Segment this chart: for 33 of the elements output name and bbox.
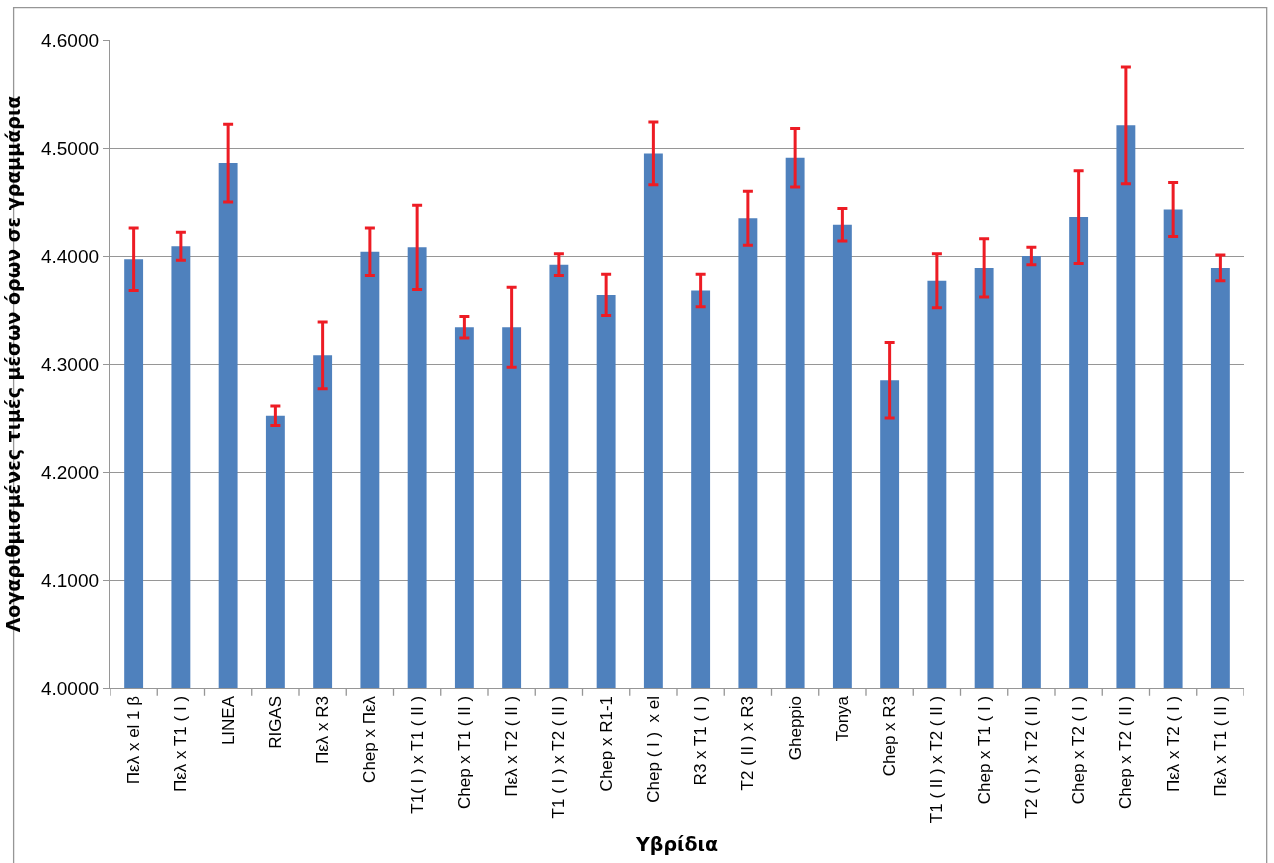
x-tick-label: R3 x T1 ( I ) [691, 695, 711, 786]
x-tick-label: Chep x T1 ( I ) [974, 695, 994, 805]
x-tick-label: Chep x T2 ( I ) [1069, 695, 1089, 805]
x-tick-label: T2 ( II ) x R3 [738, 695, 758, 791]
x-tick-label: RIGAS [265, 695, 285, 749]
x-axis-title: Υβρίδια [635, 832, 718, 855]
y-tick-label: 4.1000 [40, 569, 100, 591]
y-tick-label: 4.4000 [40, 245, 100, 267]
x-tick-label: T1 ( I ) x T2 ( II ) [549, 695, 569, 819]
x-tick-label: Chep ( I ) x el [643, 695, 663, 803]
x-tick-label: LINEA [218, 695, 238, 746]
x-tick-label: Chep x T1 ( II ) [454, 695, 474, 810]
x-tick-label: Gheppio [785, 695, 805, 761]
x-tick-label: T1( I ) x T1 ( II ) [407, 695, 427, 814]
x-tick-label: Πελ x T2 ( II ) [502, 695, 522, 797]
x-tick-label: Chep x Πελ [360, 695, 380, 783]
x-tick-label: Πελ x R3 [313, 695, 333, 764]
x-tick-label: Chep x T2 ( II ) [1116, 695, 1136, 810]
x-tick-label: Πελ x T1 ( I ) [171, 695, 191, 793]
x-tick-label: Chep x R3 [880, 695, 900, 777]
x-tick-label: Πελ x T2 ( I ) [1163, 695, 1183, 793]
y-tick-label: 4.3000 [40, 353, 100, 375]
y-tick-label: 4.2000 [40, 461, 100, 483]
x-tick-label: T1 ( II ) x T2 ( II ) [927, 695, 947, 824]
x-tick-label: Πελ x el 1 β [124, 695, 144, 785]
y-axis-title: Λογαριθμισμένες τιμές μέσων όρων σε γραμμάρια [1, 95, 24, 633]
x-tick-label: Chep x R1-1 [596, 695, 616, 792]
x-tick-label: Tonya [832, 695, 852, 742]
x-tick-label: T2 ( I ) x T2 ( II ) [1021, 695, 1041, 819]
x-tick-label: Πελ x T1 ( II ) [1210, 695, 1230, 797]
y-tick-label: 4.5000 [40, 137, 100, 159]
y-tick-label: 4.6000 [40, 29, 100, 51]
y-tick-label: 4.0000 [40, 677, 100, 699]
